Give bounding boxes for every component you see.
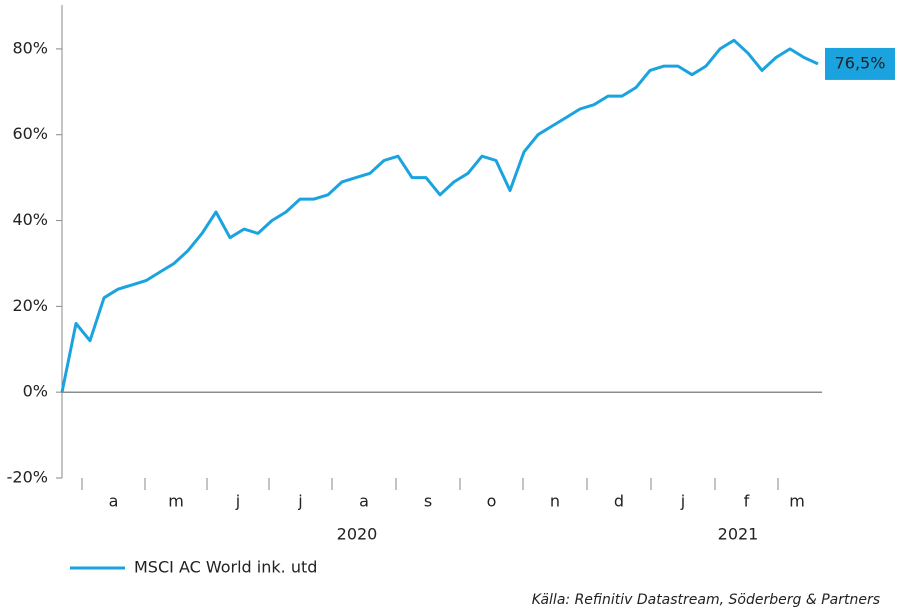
x-tick-label: a xyxy=(359,492,369,511)
x-tick-label: f xyxy=(744,492,750,511)
y-tick-label: 80% xyxy=(12,38,48,57)
x-tick-label: n xyxy=(550,492,560,511)
y-tick-label: 20% xyxy=(12,296,48,315)
legend-label: MSCI AC World ink. utd xyxy=(134,558,317,577)
x-tick-label: o xyxy=(487,492,497,511)
year-label: 2020 xyxy=(337,525,378,544)
end-label-box xyxy=(825,47,895,80)
y-tick-label: -20% xyxy=(7,468,48,487)
y-tick-label: 60% xyxy=(12,124,48,143)
x-tick-label: d xyxy=(614,492,624,511)
x-tick-label: s xyxy=(424,492,432,511)
year-label: 2021 xyxy=(718,525,759,544)
x-tick-label: m xyxy=(789,492,805,511)
y-tick-label: 0% xyxy=(23,382,48,401)
x-tick-label: j xyxy=(680,492,685,511)
x-tick-label: j xyxy=(297,492,302,511)
line xyxy=(60,38,819,393)
x-tick-label: m xyxy=(168,492,184,511)
y-tick-label: 40% xyxy=(12,210,48,229)
end-label: 76,5% xyxy=(835,53,886,72)
x-tick-label: j xyxy=(235,492,240,511)
source: Källa: Refinitiv Datastream, Söderberg &… xyxy=(532,592,880,608)
x-tick-label: a xyxy=(109,492,119,511)
